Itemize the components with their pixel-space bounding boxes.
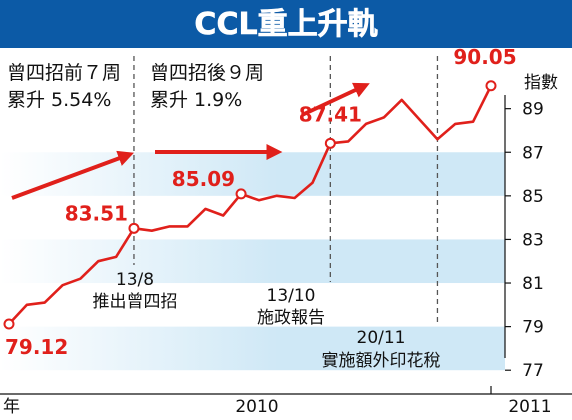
y-tick-label-83: 83: [522, 230, 544, 250]
data-label-85.09: 85.09: [172, 167, 235, 191]
period-note-2-line-1: 曾四招後９周: [150, 62, 264, 84]
title-divider: [0, 48, 572, 51]
band-85-87: [0, 152, 505, 196]
data-points: [3, 80, 497, 330]
y-axis: 77 79 81 83 85 87 89 指數: [504, 73, 558, 381]
x-axis: 年 2010 2011: [0, 386, 572, 417]
y-tick-label-89: 89: [522, 100, 544, 120]
y-tick-label-85: 85: [522, 187, 544, 207]
data-point-87.41: [324, 137, 336, 149]
y-tick-label-79: 79: [522, 318, 544, 338]
event-date-13-8: 13/8: [116, 270, 154, 290]
y-tick-label-81: 81: [522, 274, 544, 294]
title-background: [0, 0, 572, 50]
data-labels: 79.12 83.51 85.09 87.41 90.05: [5, 45, 517, 359]
x-tick-label-2011: 2011: [508, 397, 551, 417]
data-label-87.41: 87.41: [299, 102, 362, 126]
y-axis-title: 指數: [524, 73, 558, 93]
data-point-83.51: [128, 222, 140, 234]
data-point-79.12: [3, 318, 15, 330]
event-name-3: 實施額外印花稅: [322, 351, 441, 371]
x-axis-title: 年: [3, 397, 20, 417]
period-note-1-line-2: 累升 5.54%: [7, 89, 111, 111]
x-tick-label-2010: 2010: [235, 397, 278, 417]
data-label-79.12: 79.12: [5, 335, 68, 359]
band-77-79: [0, 326, 505, 371]
data-label-90.05: 90.05: [453, 45, 516, 69]
event-name-1: 推出曾四招: [93, 292, 178, 312]
event-name-2: 施政報告: [257, 308, 325, 328]
period-note-1-line-1: 曾四招前７周: [7, 62, 121, 84]
series-line-group: [8, 85, 493, 325]
event-date-13-10: 13/10: [267, 286, 316, 306]
y-tick-label-77: 77: [522, 361, 544, 381]
y-tick-label-87: 87: [522, 143, 544, 163]
series-line: [8, 85, 493, 325]
background-bands: [0, 152, 505, 371]
event-date-20-11: 20/11: [357, 328, 406, 348]
trend-arrow-3: [301, 82, 370, 117]
band-81-83: [0, 239, 505, 284]
period-note-2-line-2: 累升 1.9%: [150, 89, 242, 111]
data-point-85.09: [235, 188, 247, 200]
chart-title: CCL重上升軌: [194, 7, 377, 42]
title-bar: CCL重上升軌: [0, 0, 572, 51]
trend-arrows: [11, 82, 370, 200]
data-label-83.51: 83.51: [65, 201, 128, 225]
data-point-90.05: [485, 80, 497, 92]
trend-arrow-1: [11, 150, 135, 200]
